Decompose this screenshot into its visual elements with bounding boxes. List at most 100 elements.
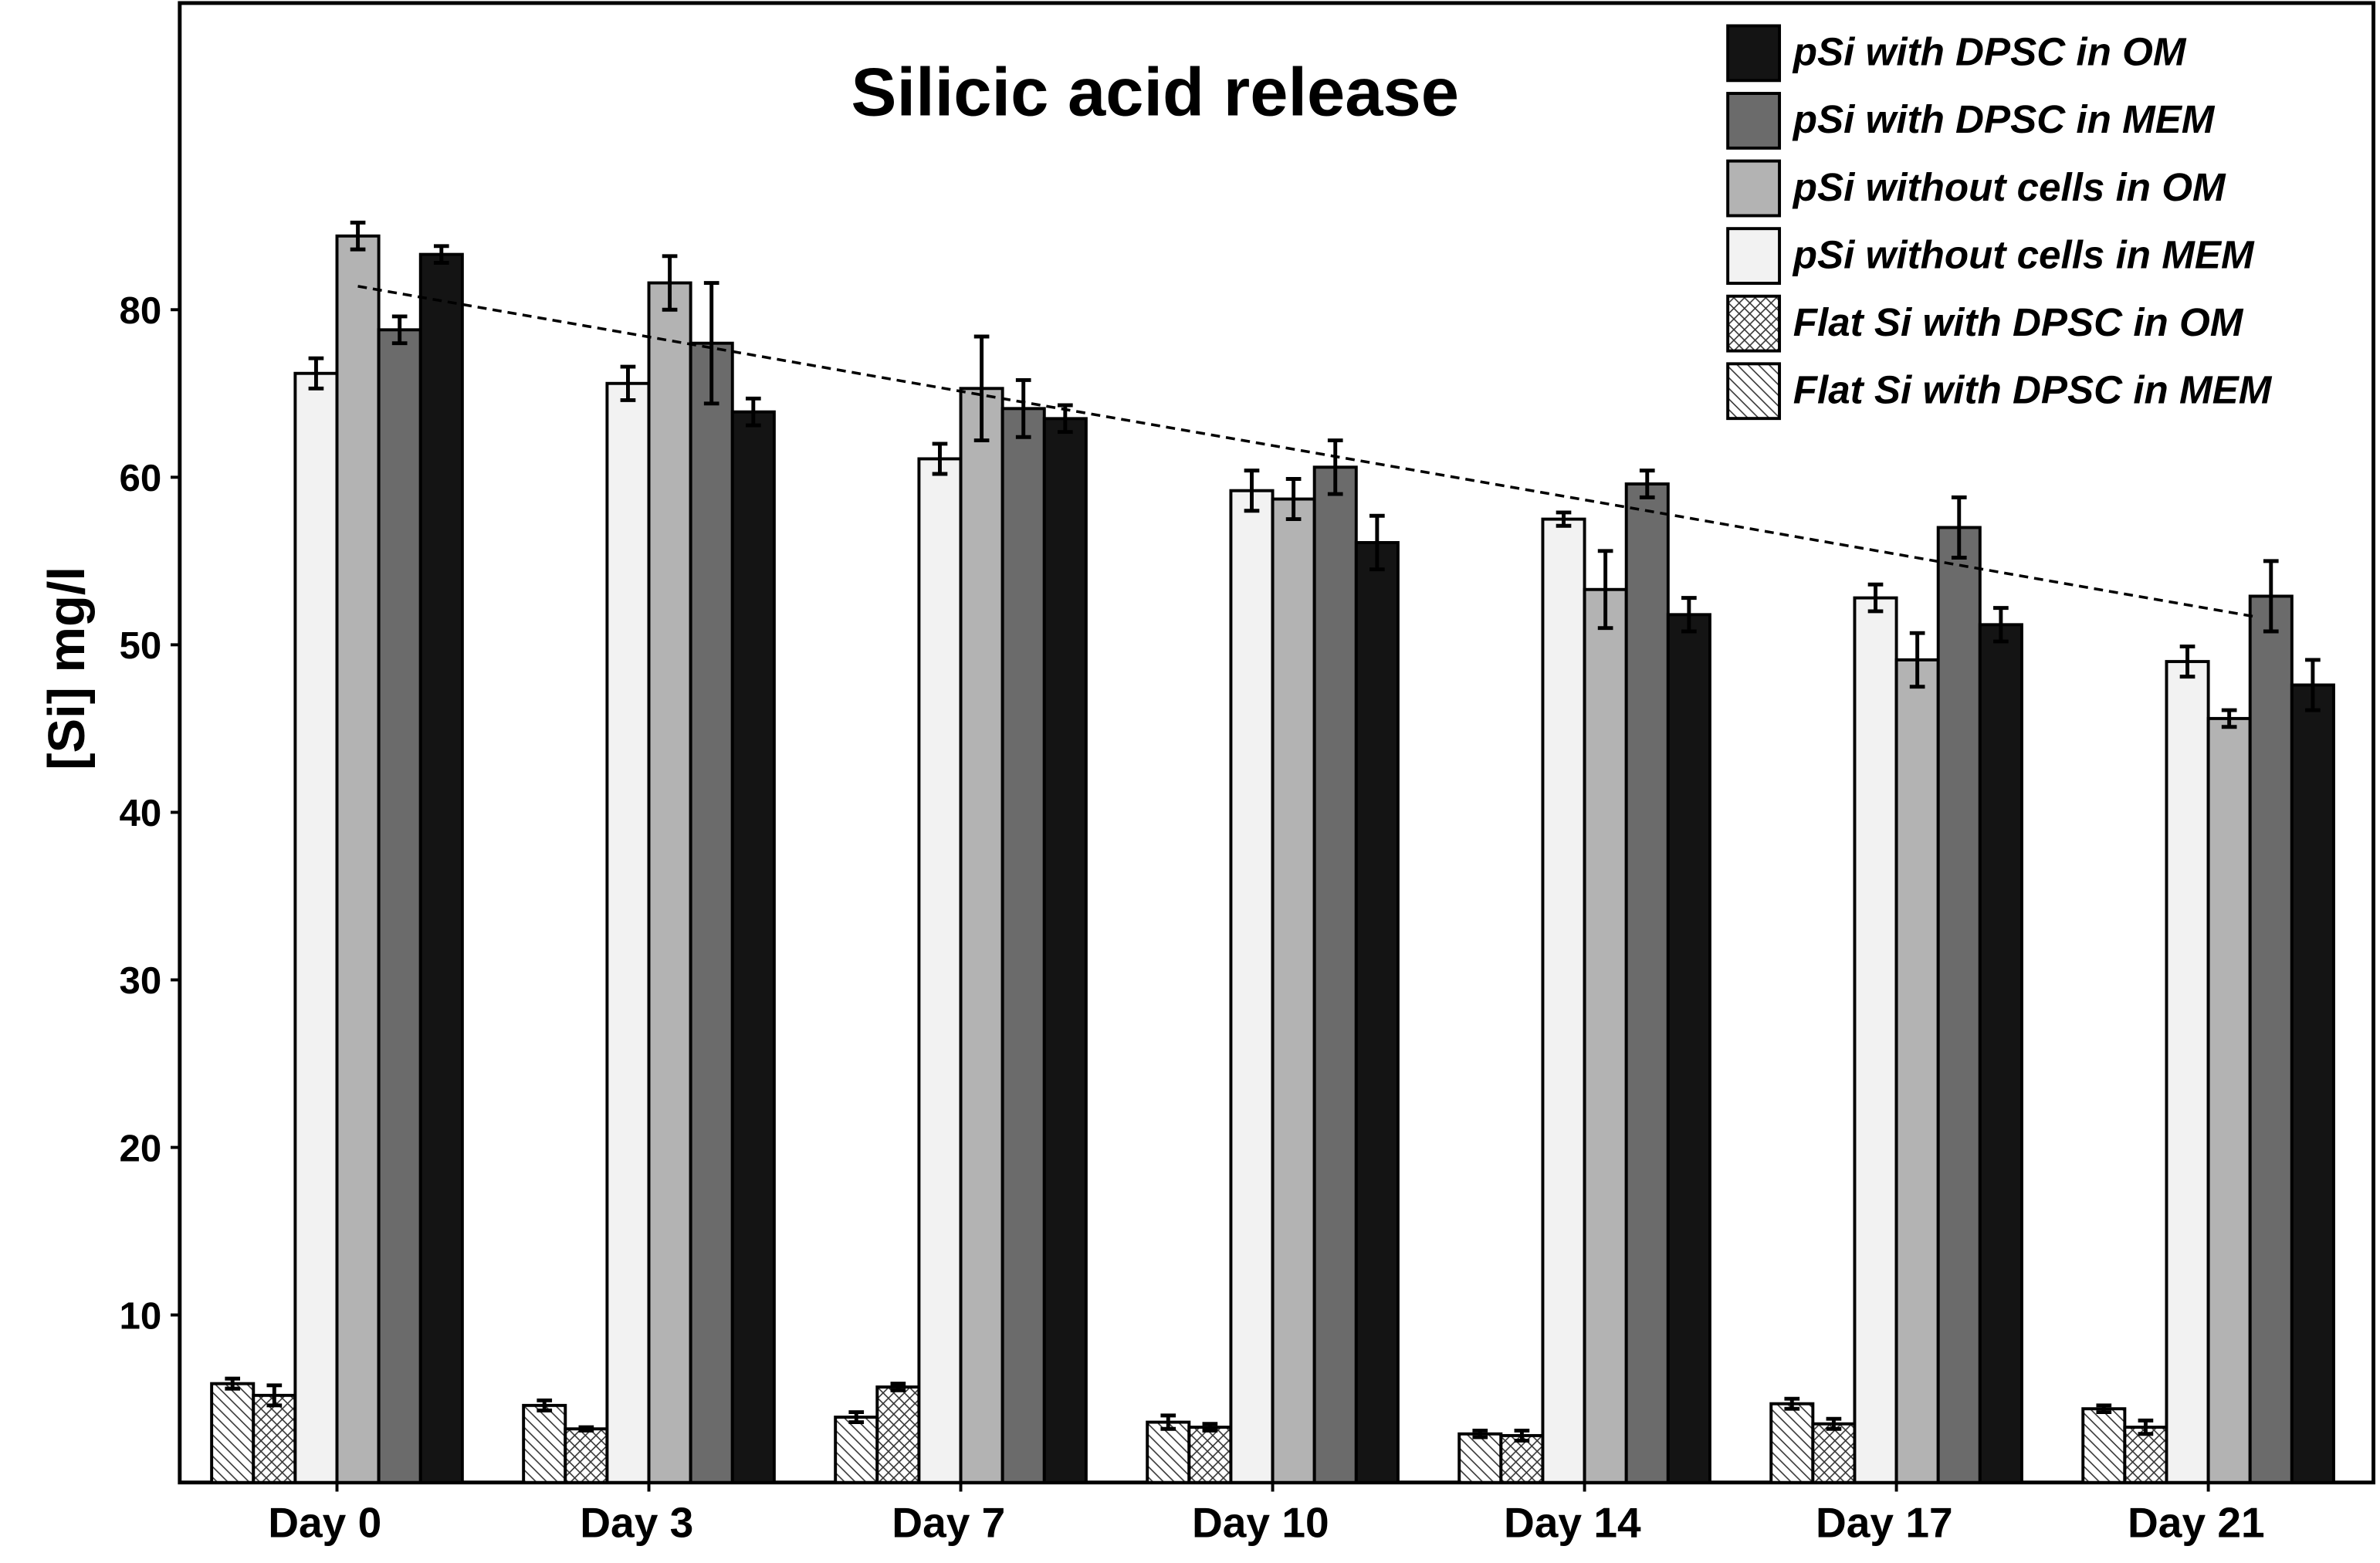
bar xyxy=(1229,489,1275,1484)
error-bar xyxy=(1202,1422,1218,1433)
bar xyxy=(689,341,734,1484)
bar xyxy=(1271,497,1316,1484)
legend-label: Flat Si with DPSC in OM xyxy=(1793,300,2244,344)
error-bar xyxy=(1244,469,1260,513)
legend-swatch xyxy=(1726,294,1782,353)
error-bar xyxy=(620,364,636,402)
legend-label: pSi without cells in MEM xyxy=(1792,232,2255,276)
bar xyxy=(252,1393,297,1484)
x-tick-label: Day 17 xyxy=(1816,1499,1953,1547)
bar xyxy=(2123,1426,2168,1484)
error-bar xyxy=(1681,596,1697,634)
y-tick-label: 80 xyxy=(119,289,161,332)
legend-label: pSi with DPSC in OM xyxy=(1792,30,2187,74)
error-bar xyxy=(1472,1428,1488,1440)
x-tick-label: Day 10 xyxy=(1192,1499,1329,1547)
bar xyxy=(959,387,1004,1484)
legend-label: pSi with DPSC in MEM xyxy=(1792,97,2216,141)
legend-swatch xyxy=(1726,362,1782,421)
error-bar xyxy=(1369,513,1385,572)
y-tick-label: 10 xyxy=(119,1294,161,1337)
error-bar xyxy=(2263,559,2279,634)
bar xyxy=(564,1427,609,1484)
error-bar xyxy=(1909,631,1925,689)
bar xyxy=(335,234,381,1484)
error-bar xyxy=(2221,708,2237,729)
error-bar xyxy=(537,1398,553,1412)
error-bar xyxy=(433,244,449,265)
bar xyxy=(293,371,339,1484)
error-bar xyxy=(1514,1428,1530,1443)
error-bar xyxy=(1951,495,1967,560)
x-tick-label: Day 0 xyxy=(268,1499,381,1547)
error-bar xyxy=(1015,377,1031,439)
error-bar xyxy=(266,1383,283,1408)
error-bar xyxy=(1327,438,1343,496)
x-tick-label: Day 21 xyxy=(2128,1499,2265,1547)
bar xyxy=(2081,1407,2127,1484)
y-tick-label: 20 xyxy=(119,1127,161,1169)
error-bar xyxy=(1597,549,1613,631)
bar xyxy=(1936,526,1982,1484)
error-bar xyxy=(973,334,990,443)
bar xyxy=(522,1403,567,1484)
legend-swatch xyxy=(1726,227,1782,285)
error-bar xyxy=(350,220,366,252)
bar xyxy=(1853,596,1898,1484)
y-tick-label: 50 xyxy=(119,624,161,667)
y-tick-label: 40 xyxy=(119,792,161,834)
bar xyxy=(1769,1402,1815,1484)
y-tick-label: 60 xyxy=(119,457,161,499)
bar xyxy=(2290,683,2335,1484)
bar xyxy=(377,328,422,1484)
error-bar xyxy=(2305,658,2321,712)
bar xyxy=(1187,1426,1233,1484)
error-bar xyxy=(1160,1413,1176,1431)
x-tick-label: Day 14 xyxy=(1504,1499,1641,1547)
error-bar xyxy=(662,254,678,312)
bar xyxy=(834,1416,879,1484)
bar xyxy=(1978,623,2023,1484)
bar xyxy=(1666,613,1711,1484)
bar xyxy=(2248,594,2294,1484)
error-bar xyxy=(745,396,761,428)
error-bar xyxy=(1556,510,1572,528)
chart-title: Silicic acid release xyxy=(851,54,1459,130)
error-bar xyxy=(1826,1416,1842,1431)
bar xyxy=(1894,658,1940,1484)
legend-swatch xyxy=(1726,24,1782,83)
error-bar xyxy=(932,441,948,476)
bar xyxy=(1541,517,1586,1484)
error-bar xyxy=(391,314,408,346)
error-bar xyxy=(890,1382,906,1392)
legend-label: pSi without cells in OM xyxy=(1792,165,2226,209)
error-bar xyxy=(1993,606,2009,644)
error-bar xyxy=(1639,469,1655,499)
bar xyxy=(1354,541,1400,1484)
error-bar xyxy=(1784,1396,1800,1411)
bar xyxy=(1000,407,1046,1484)
bar xyxy=(1624,482,1670,1484)
bar xyxy=(1583,587,1628,1484)
bar xyxy=(917,457,963,1484)
bar xyxy=(875,1385,921,1484)
bar xyxy=(1146,1420,1191,1484)
error-bar xyxy=(2179,644,2195,679)
bar xyxy=(1811,1422,1857,1484)
bar xyxy=(1457,1432,1503,1484)
bar xyxy=(647,281,692,1484)
error-bar xyxy=(848,1410,865,1425)
error-bar xyxy=(308,356,324,391)
error-bar xyxy=(1285,477,1302,522)
error-bar xyxy=(2096,1403,2112,1414)
error-bar xyxy=(1867,582,1884,614)
legend-swatch xyxy=(1726,159,1782,218)
x-tick-label: Day 7 xyxy=(892,1499,1005,1547)
bar xyxy=(418,252,464,1484)
y-tick-label: 30 xyxy=(119,959,161,1002)
trend-line xyxy=(357,285,2253,618)
legend-swatch xyxy=(1726,92,1782,150)
x-tick-label: Day 3 xyxy=(580,1499,693,1547)
bar xyxy=(2165,660,2210,1484)
